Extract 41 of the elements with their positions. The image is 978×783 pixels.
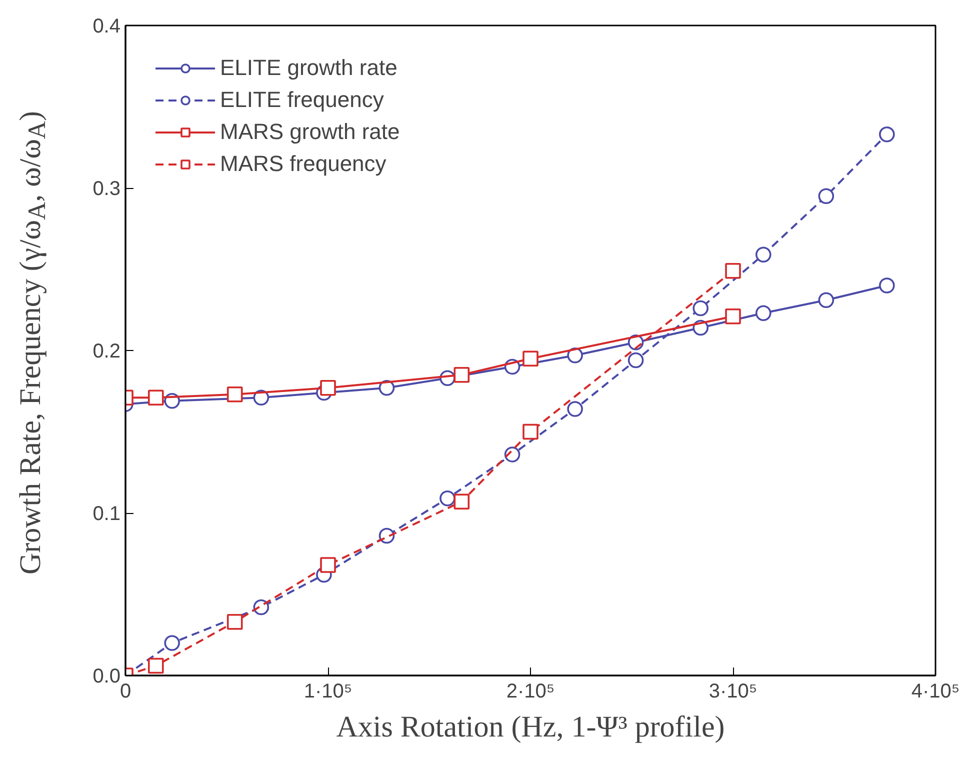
x-tick-label: 3·10⁵ xyxy=(708,680,758,702)
point xyxy=(378,380,395,396)
point xyxy=(454,494,470,510)
legend-label: MARS frequency xyxy=(220,151,386,177)
point xyxy=(522,350,538,367)
point xyxy=(725,308,741,324)
point xyxy=(440,490,456,506)
point xyxy=(454,366,470,383)
point xyxy=(504,446,520,462)
legend-label: ELITE growth rate xyxy=(220,55,398,81)
y-tick-label: 0.2 xyxy=(92,340,121,362)
point xyxy=(628,352,644,368)
point xyxy=(818,292,834,308)
y-tick-label: 0.0 xyxy=(92,666,121,688)
point xyxy=(226,386,243,402)
y-tick-label: 0.1 xyxy=(92,503,121,525)
point xyxy=(725,262,741,279)
x-axis-title: Axis Rotation (Hz, 1-Ψ³ profile) xyxy=(336,710,725,744)
point xyxy=(148,658,164,674)
point xyxy=(879,278,895,294)
point xyxy=(320,557,336,573)
x-tick-label: 2·10⁵ xyxy=(506,680,555,702)
point xyxy=(755,246,772,263)
x-tick-label: 1·10⁵ xyxy=(304,680,352,702)
y-tick-label: 0.3 xyxy=(92,178,121,200)
x-tick-label: 0 xyxy=(120,680,132,702)
point xyxy=(567,347,583,364)
point xyxy=(692,300,708,316)
point xyxy=(522,424,538,440)
point xyxy=(320,380,336,396)
point xyxy=(164,635,180,651)
legend-label: MARS growth rate xyxy=(220,119,400,145)
legend-label: ELITE frequency xyxy=(220,87,384,113)
point xyxy=(567,401,583,417)
y-tick-label: 0.4 xyxy=(92,16,121,38)
point xyxy=(226,614,243,630)
point xyxy=(818,188,834,204)
x-tick-label: 4·10⁵ xyxy=(911,680,960,702)
point xyxy=(755,305,772,322)
point xyxy=(148,390,164,406)
point xyxy=(879,126,895,142)
